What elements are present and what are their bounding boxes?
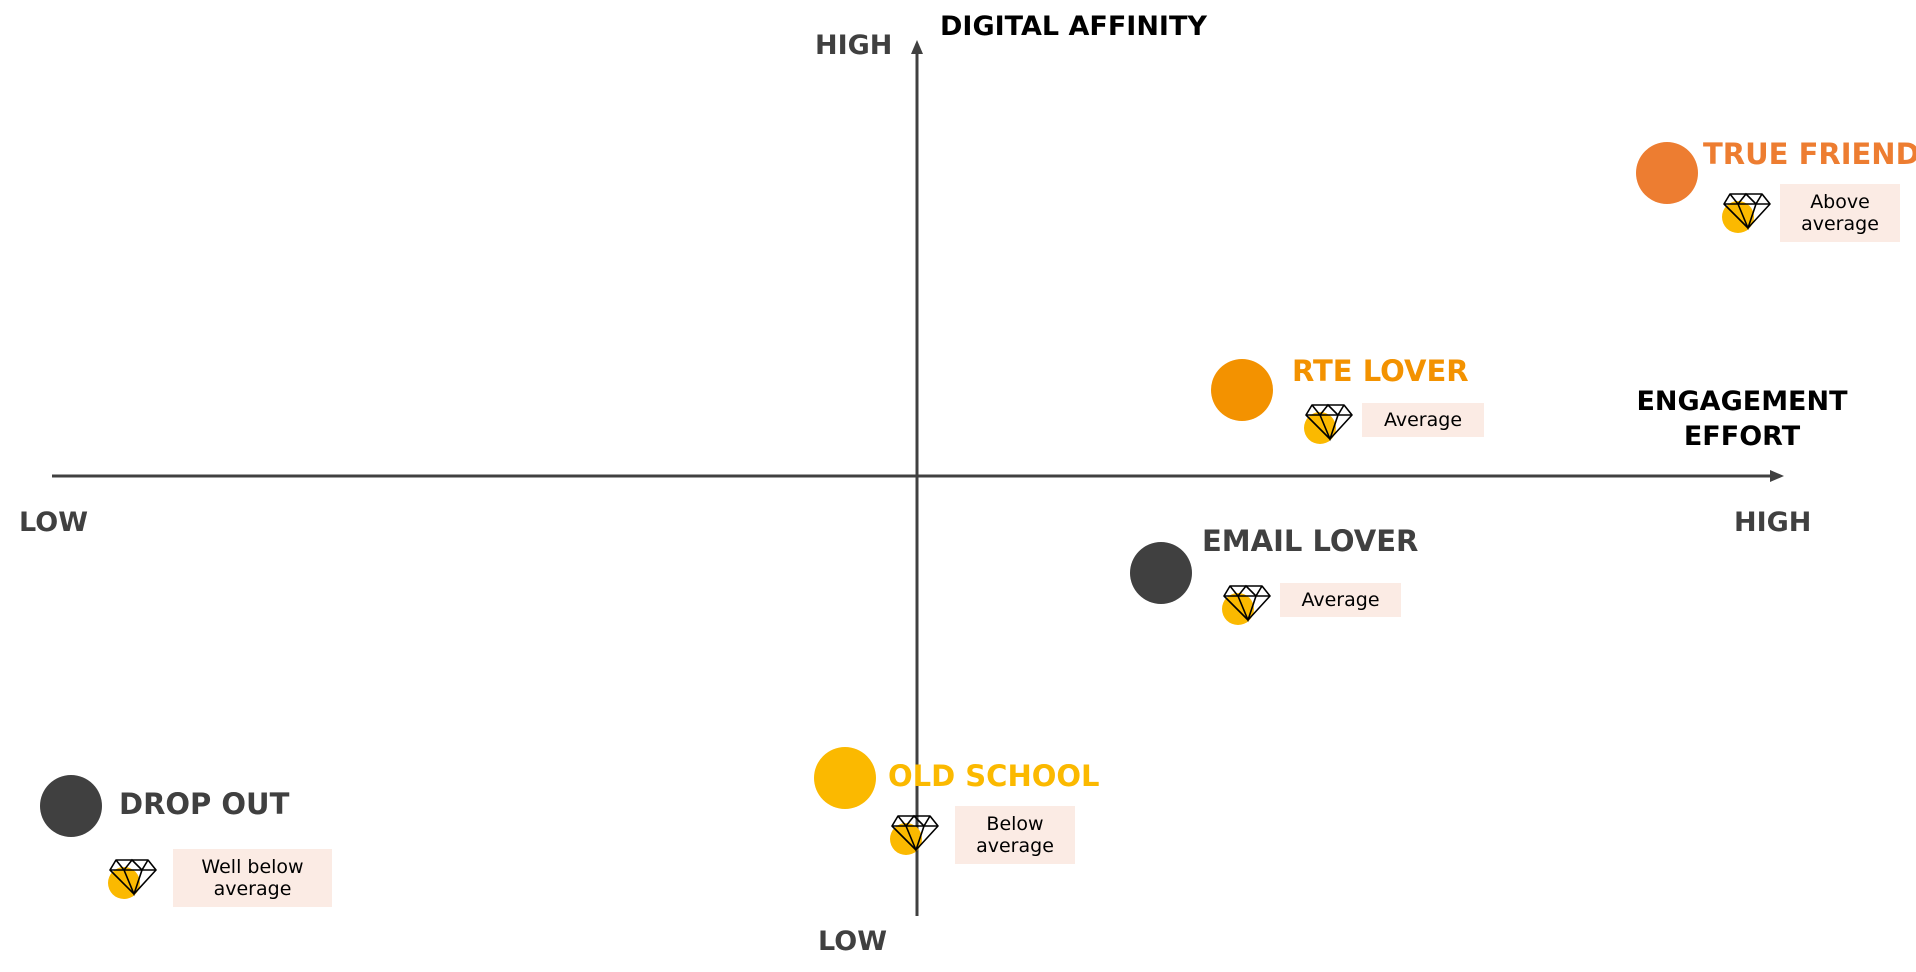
horizontal-axis-low-label: LOW	[19, 507, 88, 538]
segment-name-true-friend: TRUE FRIEND	[1703, 137, 1916, 171]
segment-value-true-friend: Above average	[1780, 184, 1900, 242]
segment-value-rte-lover: Average	[1362, 403, 1484, 437]
segment-dot-true-friend	[1636, 142, 1698, 204]
vertical-axis-title: DIGITAL AFFINITY	[940, 11, 1207, 42]
horizontal-axis-title-line1: ENGAGEMENT	[1636, 386, 1848, 417]
segment-name-rte-lover: RTE LOVER	[1292, 354, 1469, 388]
diamond-icon	[1304, 403, 1353, 444]
horizontal-axis-title: ENGAGEMENT EFFORT	[1622, 384, 1862, 454]
segment-value-drop-out: Well below average	[173, 849, 332, 907]
segment-dot-drop-out	[40, 775, 102, 837]
horizontal-axis-arrowhead	[1770, 470, 1784, 482]
vertical-axis-arrowhead	[911, 40, 923, 54]
segment-name-email-lover: EMAIL LOVER	[1202, 524, 1419, 558]
segment-dot-rte-lover	[1211, 359, 1273, 421]
horizontal-axis-title-line2: EFFORT	[1683, 421, 1801, 452]
segment-dot-old-school	[814, 747, 876, 809]
diamond-icon	[1722, 192, 1771, 233]
horizontal-axis-high-label: HIGH	[1734, 507, 1812, 538]
segment-value-email-lover: Average	[1280, 583, 1401, 617]
vertical-axis-high-label: HIGH	[815, 30, 893, 61]
diamond-icon	[108, 858, 157, 899]
segment-value-old-school: Below average	[955, 806, 1075, 864]
diamond-icon	[1222, 584, 1271, 625]
segment-dot-email-lover	[1130, 542, 1192, 604]
segment-name-drop-out: DROP OUT	[119, 787, 290, 821]
segment-name-old-school: OLD SCHOOL	[888, 759, 1100, 793]
vertical-axis-low-label: LOW	[818, 926, 887, 957]
diamond-icon	[890, 814, 939, 855]
